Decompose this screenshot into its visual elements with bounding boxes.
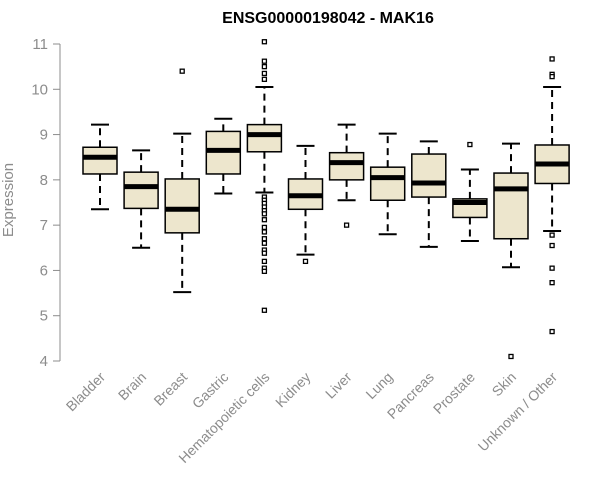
- outlier-point: [549, 328, 555, 335]
- chart-title: ENSG00000198042 - MAK16: [222, 10, 434, 27]
- outlier-point: [261, 76, 268, 82]
- outlier-point: [261, 70, 268, 77]
- outlier-point: [261, 240, 268, 246]
- y-tick-label: 7: [40, 217, 48, 234]
- x-tick-label: Bladder: [63, 369, 109, 415]
- iqr-box: [123, 171, 159, 210]
- outlier-point: [261, 268, 268, 274]
- y-tick-label: 11: [32, 36, 48, 53]
- box-pancreas: [411, 140, 447, 248]
- outlier-point: [549, 280, 555, 286]
- outlier-point: [549, 232, 555, 238]
- y-axis: 4 5 6 7 8 9 10 11: [31, 36, 61, 370]
- box-hematopoietic-cells: [246, 39, 283, 313]
- outlier-point: [261, 217, 268, 223]
- x-tick-label: Liver: [322, 369, 355, 402]
- iqr-box: [328, 151, 365, 181]
- y-tick-label: 9: [40, 127, 48, 144]
- outlier-point: [261, 229, 268, 235]
- outlier-point: [261, 258, 268, 265]
- outlier-point: [343, 222, 350, 228]
- box-unknown-other: [534, 56, 570, 335]
- plot-area: [82, 39, 570, 360]
- outlier-point: [261, 58, 268, 64]
- iqr-box: [246, 123, 283, 153]
- box-brain: [123, 149, 159, 249]
- x-tick-label: Skin: [489, 369, 520, 400]
- x-tick-label: Kidney: [272, 369, 314, 411]
- x-tick-label: Prostate: [430, 369, 478, 417]
- box-bladder: [82, 123, 118, 211]
- iqr-box: [411, 153, 447, 198]
- outlier-point: [261, 211, 268, 217]
- outlier-point: [261, 236, 268, 242]
- box-lung: [369, 132, 406, 236]
- box-prostate: [452, 141, 488, 242]
- y-tick-label: 4: [40, 353, 48, 370]
- y-tick-label: 10: [31, 81, 48, 98]
- outlier-point: [261, 224, 268, 231]
- x-tick-label: Lung: [362, 369, 395, 402]
- iqr-box: [82, 146, 118, 175]
- x-tick-label: Brain: [115, 369, 149, 403]
- outlier-point: [467, 141, 473, 148]
- outlier-point: [179, 68, 185, 74]
- box-kidney: [287, 144, 324, 265]
- iqr-box: [164, 178, 200, 234]
- outlier-point: [549, 56, 555, 62]
- y-axis-label: Expression: [0, 163, 17, 237]
- box-liver: [328, 123, 365, 228]
- outlier-point: [261, 250, 268, 256]
- y-tick-label: 5: [40, 308, 48, 325]
- box-gastric: [205, 117, 242, 195]
- outlier-point: [549, 242, 555, 249]
- box-breast: [164, 68, 200, 294]
- outlier-point: [302, 258, 309, 265]
- iqr-box: [493, 172, 529, 240]
- outlier-point: [508, 353, 514, 360]
- y-tick-label: 8: [40, 172, 48, 189]
- outlier-point: [261, 63, 268, 70]
- x-tick-label: Breast: [150, 369, 190, 409]
- outlier-point: [549, 73, 555, 80]
- outlier-point: [261, 307, 268, 313]
- box-skin: [493, 142, 529, 360]
- y-tick-label: 6: [40, 262, 48, 279]
- outlier-point: [549, 265, 555, 271]
- iqr-box: [369, 166, 406, 201]
- outlier-point: [261, 39, 268, 45]
